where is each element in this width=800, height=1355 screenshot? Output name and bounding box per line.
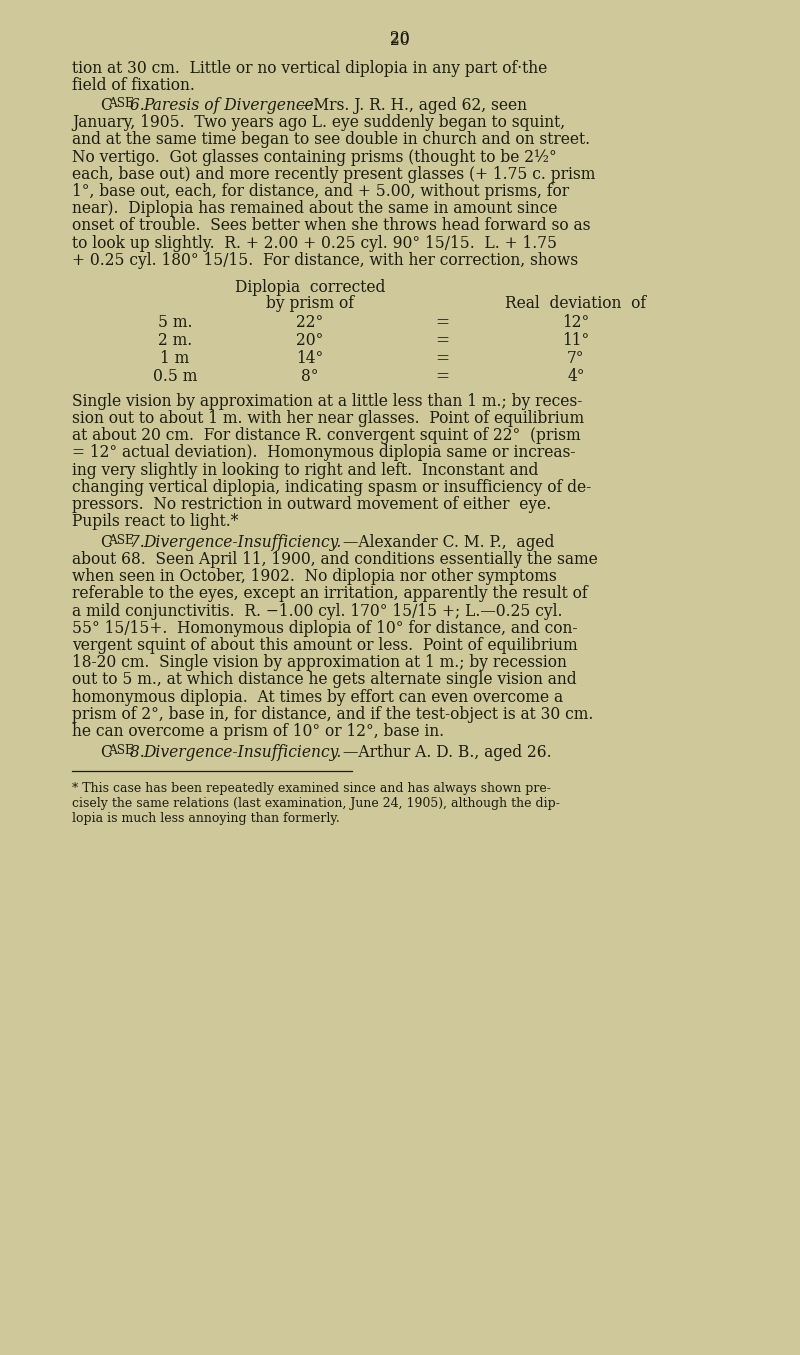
Text: 1°, base out, each, for distance, and + 5.00, without prisms, for: 1°, base out, each, for distance, and + … [72,183,569,201]
Text: onset of trouble.  Sees better when she throws head forward so as: onset of trouble. Sees better when she t… [72,217,590,234]
Text: 8.: 8. [126,744,150,760]
Text: 7.: 7. [126,534,150,551]
Text: Divergence-Insufficiency.: Divergence-Insufficiency. [143,744,341,760]
Text: Single vision by approximation at a little less than 1 m.; by reces-: Single vision by approximation at a litt… [72,393,582,409]
Text: about 68.  Seen April 11, 1900, and conditions essentially the same: about 68. Seen April 11, 1900, and condi… [72,551,598,568]
Text: 6.: 6. [126,98,150,114]
Text: Pupils react to light.*: Pupils react to light.* [72,514,238,530]
Text: he can overcome a prism of 10° or 12°, base in.: he can overcome a prism of 10° or 12°, b… [72,724,444,740]
Text: ASE: ASE [108,744,134,756]
Text: =: = [435,367,449,385]
Text: homonymous diplopia.  At times by effort can even overcome a: homonymous diplopia. At times by effort … [72,688,563,706]
Text: —Alexander C. M. P.,  aged: —Alexander C. M. P., aged [343,534,554,551]
Text: + 0.25 cyl. 180° 15/15.  For distance, with her correction, shows: + 0.25 cyl. 180° 15/15. For distance, wi… [72,252,578,268]
Text: 20: 20 [390,33,410,49]
Text: and at the same time began to see double in church and on street.: and at the same time began to see double… [72,131,590,149]
Text: at about 20 cm.  For distance R. convergent squint of 22°  (prism: at about 20 cm. For distance R. converge… [72,427,581,444]
Text: 55° 15/15+.  Homonymous diplopia of 10° for distance, and con-: 55° 15/15+. Homonymous diplopia of 10° f… [72,619,578,637]
Text: =: = [435,332,449,348]
Text: 4°: 4° [567,367,585,385]
Text: 18-20 cm.  Single vision by approximation at 1 m.; by recession: 18-20 cm. Single vision by approximation… [72,654,567,671]
Text: field of fixation.: field of fixation. [72,77,195,95]
Text: when seen in October, 1902.  No diplopia nor other symptoms: when seen in October, 1902. No diplopia … [72,568,557,585]
Text: * This case has been repeatedly examined since and has always shown pre-: * This case has been repeatedly examined… [72,782,551,795]
Text: =: = [435,314,449,331]
Text: ASE: ASE [108,534,134,547]
Text: C: C [100,744,112,760]
Text: Divergence-Insufficiency.: Divergence-Insufficiency. [143,534,341,551]
Text: near).  Diplopia has remained about the same in amount since: near). Diplopia has remained about the s… [72,201,558,217]
Text: 2 m.: 2 m. [158,332,192,348]
Text: changing vertical diplopia, indicating spasm or insufficiency of de-: changing vertical diplopia, indicating s… [72,478,591,496]
Text: to look up slightly.  R. + 2.00 + 0.25 cyl. 90° 15/15.  L. + 1.75: to look up slightly. R. + 2.00 + 0.25 cy… [72,234,557,252]
Text: 20°: 20° [296,332,324,348]
Text: 14°: 14° [296,350,324,367]
Text: C: C [100,98,112,114]
Text: 8°: 8° [302,367,318,385]
Text: No vertigo.  Got glasses containing prisms (thought to be 2½°: No vertigo. Got glasses containing prism… [72,149,557,165]
Text: sion out to about 1 m. with her near glasses.  Point of equilibrium: sion out to about 1 m. with her near gla… [72,411,584,427]
Text: cisely the same relations (last examination, June 24, 1905), although the dip-: cisely the same relations (last examinat… [72,797,560,810]
Text: prism of 2°, base in, for distance, and if the test-object is at 30 cm.: prism of 2°, base in, for distance, and … [72,706,594,722]
Text: C: C [100,534,112,551]
Text: referable to the eyes, except an irritation, apparently the result of: referable to the eyes, except an irritat… [72,585,588,603]
Text: ASE: ASE [108,98,134,110]
Text: 20: 20 [390,30,410,47]
Text: lopia is much less annoying than formerly.: lopia is much less annoying than formerl… [72,812,340,825]
Text: January, 1905.  Two years ago L. eye suddenly began to squint,: January, 1905. Two years ago L. eye sudd… [72,114,565,131]
Text: Paresis of Divergence.: Paresis of Divergence. [143,98,318,114]
Text: out to 5 m., at which distance he gets alternate single vision and: out to 5 m., at which distance he gets a… [72,672,577,688]
Text: tion at 30 cm.  Little or no vertical diplopia in any part of·the: tion at 30 cm. Little or no vertical dip… [72,60,547,77]
Text: vergent squint of about this amount or less.  Point of equilibrium: vergent squint of about this amount or l… [72,637,578,654]
Text: —Mrs. J. R. H., aged 62, seen: —Mrs. J. R. H., aged 62, seen [298,98,527,114]
Text: 12°: 12° [562,314,590,331]
Text: pressors.  No restriction in outward movement of either  eye.: pressors. No restriction in outward move… [72,496,551,514]
Text: by prism of: by prism of [266,295,354,312]
Text: ing very slightly in looking to right and left.  Inconstant and: ing very slightly in looking to right an… [72,462,538,478]
Text: = 12° actual deviation).  Homonymous diplopia same or increas-: = 12° actual deviation). Homonymous dipl… [72,444,575,462]
Text: 1 m: 1 m [160,350,190,367]
Text: 11°: 11° [562,332,590,348]
Text: 22°: 22° [296,314,324,331]
Text: 5 m.: 5 m. [158,314,192,331]
Text: Real  deviation  of: Real deviation of [506,295,646,312]
Text: a mild conjunctivitis.  R. −1.00 cyl. 170° 15/15 +; L.—0.25 cyl.: a mild conjunctivitis. R. −1.00 cyl. 170… [72,603,562,619]
Text: =: = [435,350,449,367]
Text: —Arthur A. D. B., aged 26.: —Arthur A. D. B., aged 26. [343,744,551,760]
Text: 0.5 m: 0.5 m [153,367,197,385]
Text: 7°: 7° [567,350,585,367]
Text: Diplopia  corrected: Diplopia corrected [235,279,385,297]
Text: each, base out) and more recently present glasses (+ 1.75 c. prism: each, base out) and more recently presen… [72,165,595,183]
